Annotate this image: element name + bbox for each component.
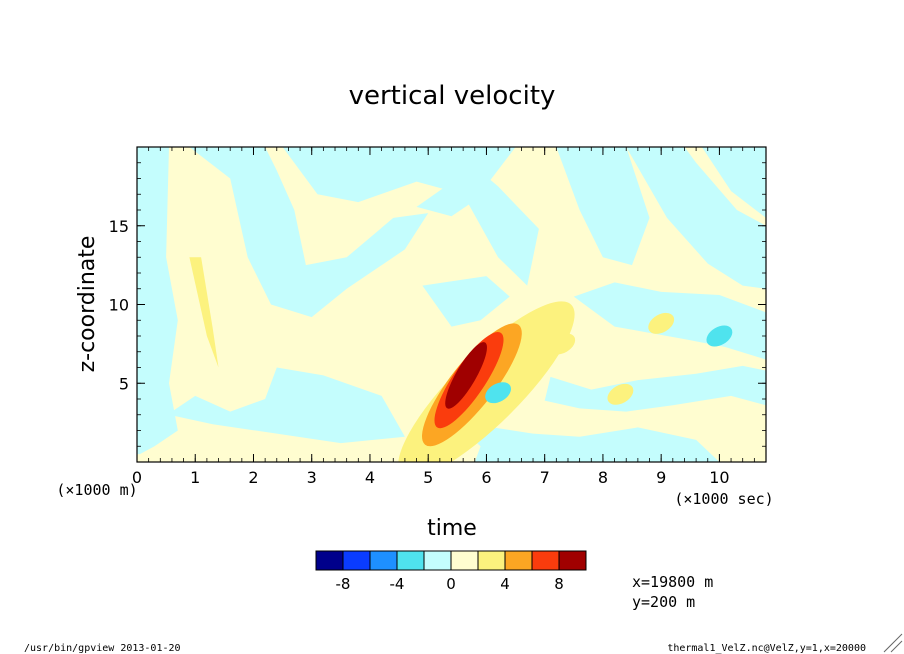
colorbar-swatch <box>558 550 587 571</box>
feature-blob <box>607 383 634 405</box>
plume-level-8 <box>445 342 487 409</box>
x-tick-label: 0 <box>132 468 142 487</box>
y-tick-label: 15 <box>109 217 129 236</box>
y-axis: 5 10 15 <box>109 146 766 463</box>
field-band-neg <box>544 365 766 412</box>
field-band-pos-weak <box>189 257 219 368</box>
colorbar-swatch <box>342 550 371 571</box>
field-band-neg <box>626 147 766 289</box>
field-band-neg <box>189 147 429 318</box>
feature-blob <box>706 325 733 347</box>
colorbar-swatch <box>315 550 344 571</box>
x-tick-label: 1 <box>190 468 200 487</box>
colorbar-swatch <box>504 550 533 571</box>
footer-left: /usr/bin/gpview 2013-01-20 <box>24 643 181 654</box>
field-band-neg <box>169 367 405 444</box>
colorbar-swatch <box>423 550 452 571</box>
x-tick-label: 5 <box>423 468 433 487</box>
colorbar-label: 0 <box>446 575 456 593</box>
x-tick-label: 7 <box>540 468 550 487</box>
field-band-neg <box>556 147 650 266</box>
x-tick-label: 10 <box>709 468 729 487</box>
y-axis-unit: (×1000 m) <box>56 481 137 499</box>
velocity-field <box>137 147 766 462</box>
footer-right: thermal1_VelZ.nc@VelZ,y=1,x=20000 <box>667 643 866 654</box>
annotation-y: y=200 m <box>632 593 695 611</box>
colorbar-label: -4 <box>390 575 405 593</box>
feature-blob <box>485 382 512 404</box>
field-band-neg <box>137 147 178 455</box>
chart-title: vertical velocity <box>349 81 556 111</box>
x-tick-label: 3 <box>307 468 317 487</box>
x-axis-unit: (×1000 sec) <box>674 490 773 508</box>
colorbar-swatch <box>450 550 479 571</box>
x-tick-label: 6 <box>481 468 491 487</box>
feature-blob <box>549 333 576 355</box>
y-tick-label: 5 <box>119 374 129 393</box>
x-tick-label: 4 <box>365 468 375 487</box>
x-tick-label: 8 <box>598 468 608 487</box>
field-band-neg <box>701 147 766 218</box>
colorbar-swatch <box>369 550 398 571</box>
colorbar-label: 4 <box>500 575 510 593</box>
colorbar-swatch <box>477 550 506 571</box>
field-band-neg <box>451 421 720 462</box>
x-axis: 0 1 2 3 4 5 6 7 8 9 10 <box>132 147 767 487</box>
colorbar-label: 8 <box>554 575 564 593</box>
field-band-neg <box>422 276 510 327</box>
x-tick-label: 9 <box>656 468 666 487</box>
colorbar-label: -8 <box>336 575 351 593</box>
x-axis-label: time <box>427 516 477 541</box>
y-tick-label: 10 <box>109 296 129 315</box>
colorbar-swatch <box>531 550 560 571</box>
feature-blob <box>648 312 675 334</box>
colorbar: -8 -4 0 4 8 <box>315 550 587 593</box>
resize-corner-icon <box>883 633 903 653</box>
x-tick-label: 2 <box>248 468 258 487</box>
field-band-neg <box>416 147 516 217</box>
annotation-x: x=19800 m <box>632 573 713 591</box>
colorbar-swatch <box>396 550 425 571</box>
y-axis-label: z-coordinate <box>75 236 100 373</box>
